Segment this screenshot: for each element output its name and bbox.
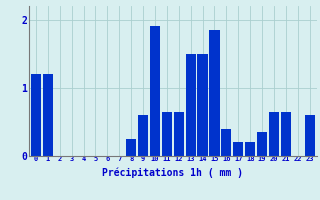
Bar — [257, 132, 267, 156]
Bar — [233, 142, 243, 156]
Bar — [186, 54, 196, 156]
Bar — [245, 142, 255, 156]
Bar — [174, 112, 184, 156]
Bar — [138, 115, 148, 156]
Bar — [305, 115, 315, 156]
Bar — [221, 129, 231, 156]
Bar — [269, 112, 279, 156]
Bar — [150, 26, 160, 156]
Bar — [281, 112, 291, 156]
Bar — [162, 112, 172, 156]
Bar — [126, 139, 136, 156]
X-axis label: Précipitations 1h ( mm ): Précipitations 1h ( mm ) — [102, 168, 243, 178]
Bar — [197, 54, 208, 156]
Bar — [31, 74, 41, 156]
Bar — [209, 30, 220, 156]
Bar — [43, 74, 53, 156]
